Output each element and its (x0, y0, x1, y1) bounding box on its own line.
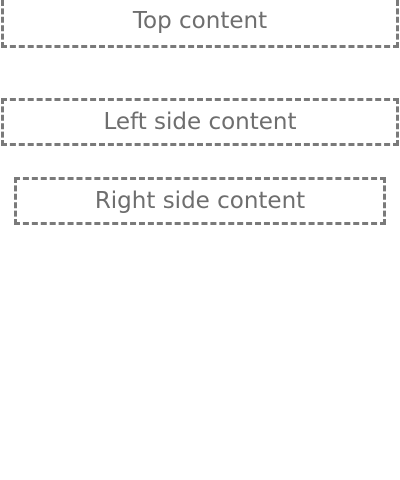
top-content-label: Top content (132, 8, 268, 34)
right-side-content-box: Right side content (14, 177, 386, 225)
right-side-content-label: Right side content (94, 187, 306, 214)
top-content-box: Top content (1, 0, 399, 48)
left-side-content-label: Left side content (103, 108, 297, 135)
left-side-content-box: Left side content (1, 98, 399, 146)
